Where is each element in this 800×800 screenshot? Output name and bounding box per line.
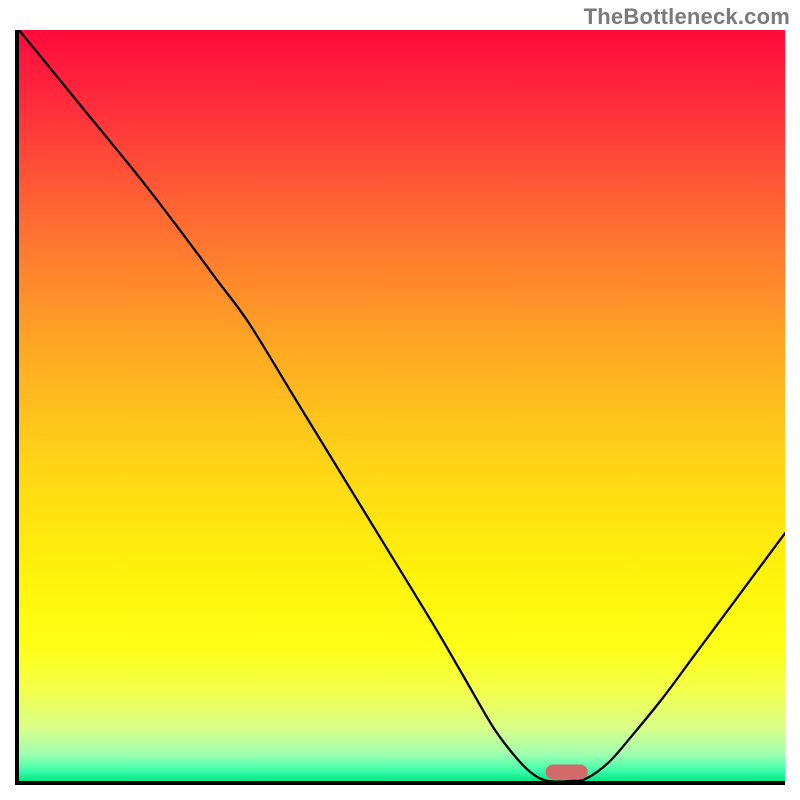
optimal-marker <box>546 764 588 779</box>
x-axis <box>15 781 785 785</box>
plot-area <box>15 30 785 785</box>
gradient-background <box>19 30 785 781</box>
chart-container: TheBottleneck.com <box>0 0 800 800</box>
watermark-text: TheBottleneck.com <box>584 4 790 30</box>
y-axis <box>15 30 19 785</box>
